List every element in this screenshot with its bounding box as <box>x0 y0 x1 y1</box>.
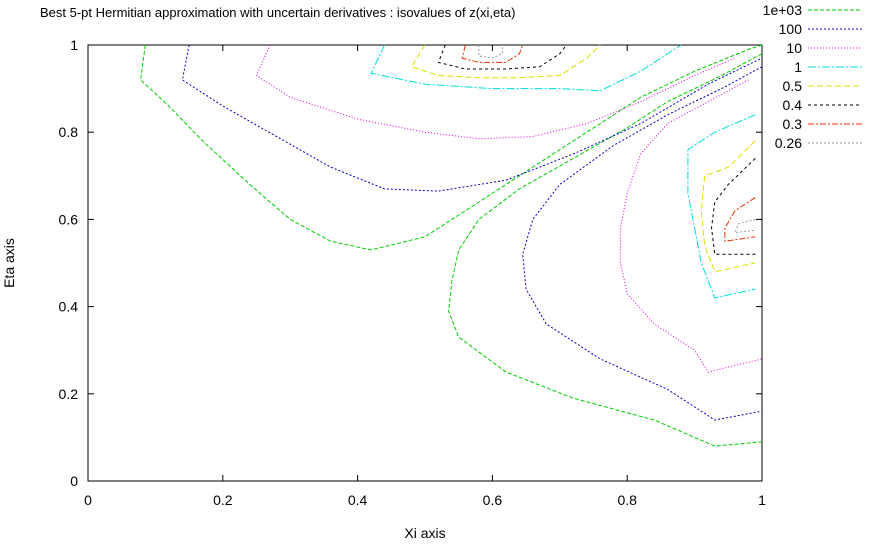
legend-label: 1e+03 <box>763 2 803 18</box>
contour-line <box>255 44 736 140</box>
contour-line <box>181 44 763 192</box>
contour-line <box>140 44 763 251</box>
contour-series-3 <box>370 44 756 299</box>
contour-series-5 <box>437 44 756 255</box>
x-axis-label: Xi axis <box>404 525 445 541</box>
contour-line <box>687 114 756 299</box>
contour-line <box>461 44 524 63</box>
contour-series-6 <box>461 44 756 242</box>
contour-series-4 <box>410 44 756 273</box>
legend-item: 1e+03 <box>763 2 862 18</box>
y-tick-label: 1 <box>70 37 78 53</box>
contour-series-2 <box>255 44 763 373</box>
contour-line <box>437 44 567 70</box>
contour-lines <box>140 44 763 447</box>
contour-line <box>522 66 763 421</box>
legend-item: 0.5 <box>783 78 862 94</box>
contour-line <box>410 44 601 79</box>
contour-series-1 <box>181 44 763 421</box>
contour-line <box>724 197 756 242</box>
x-axis-ticks: 0 0.2 0.4 0.6 0.8 1 <box>84 45 766 508</box>
contour-line <box>370 44 682 92</box>
x-tick-label: 0 <box>84 492 92 508</box>
legend-label: 0.3 <box>783 116 803 132</box>
legend-label: 0.4 <box>783 97 803 113</box>
y-tick-label: 0.4 <box>59 299 79 315</box>
plot-area: 0 0.2 0.4 0.6 0.8 1 0 0.2 0.4 0.6 0.8 1 <box>59 37 767 508</box>
x-tick-label: 0.6 <box>483 492 503 508</box>
legend-label: 0.26 <box>775 135 802 151</box>
y-tick-label: 0.2 <box>59 386 79 402</box>
contour-line <box>620 79 763 373</box>
legend-item: 0.26 <box>775 135 862 151</box>
x-tick-label: 0.8 <box>617 492 637 508</box>
contour-line <box>478 45 503 59</box>
y-tick-label: 0 <box>70 473 78 489</box>
legend-item: 0.3 <box>783 116 862 132</box>
legend: 1e+03 100 10 1 0.5 0.4 0.3 0.26 <box>763 2 862 151</box>
contour-line <box>710 158 756 255</box>
legend-label: 10 <box>786 40 802 56</box>
x-tick-label: 0.4 <box>348 492 368 508</box>
plot-frame <box>87 44 763 482</box>
contour-series-7 <box>478 45 756 234</box>
y-tick-label: 0.8 <box>59 124 79 140</box>
legend-item: 10 <box>786 40 862 56</box>
contour-series-0 <box>140 44 763 447</box>
legend-item: 0.4 <box>783 97 862 113</box>
legend-item: 100 <box>779 21 862 37</box>
contour-line <box>700 140 756 273</box>
legend-label: 100 <box>779 21 803 37</box>
legend-label: 0.5 <box>783 78 803 94</box>
legend-item: 1 <box>794 59 862 75</box>
y-tick-label: 0.6 <box>59 211 79 227</box>
contour-line <box>448 53 763 447</box>
chart-title: Best 5-pt Hermitian approximation with u… <box>40 5 515 20</box>
x-tick-label: 1 <box>758 492 766 508</box>
y-axis-label: Eta axis <box>1 238 17 288</box>
legend-label: 1 <box>794 59 802 75</box>
contour-line <box>734 218 756 234</box>
x-tick-label: 0.2 <box>213 492 233 508</box>
y-axis-ticks: 0 0.2 0.4 0.6 0.8 1 <box>59 37 762 489</box>
